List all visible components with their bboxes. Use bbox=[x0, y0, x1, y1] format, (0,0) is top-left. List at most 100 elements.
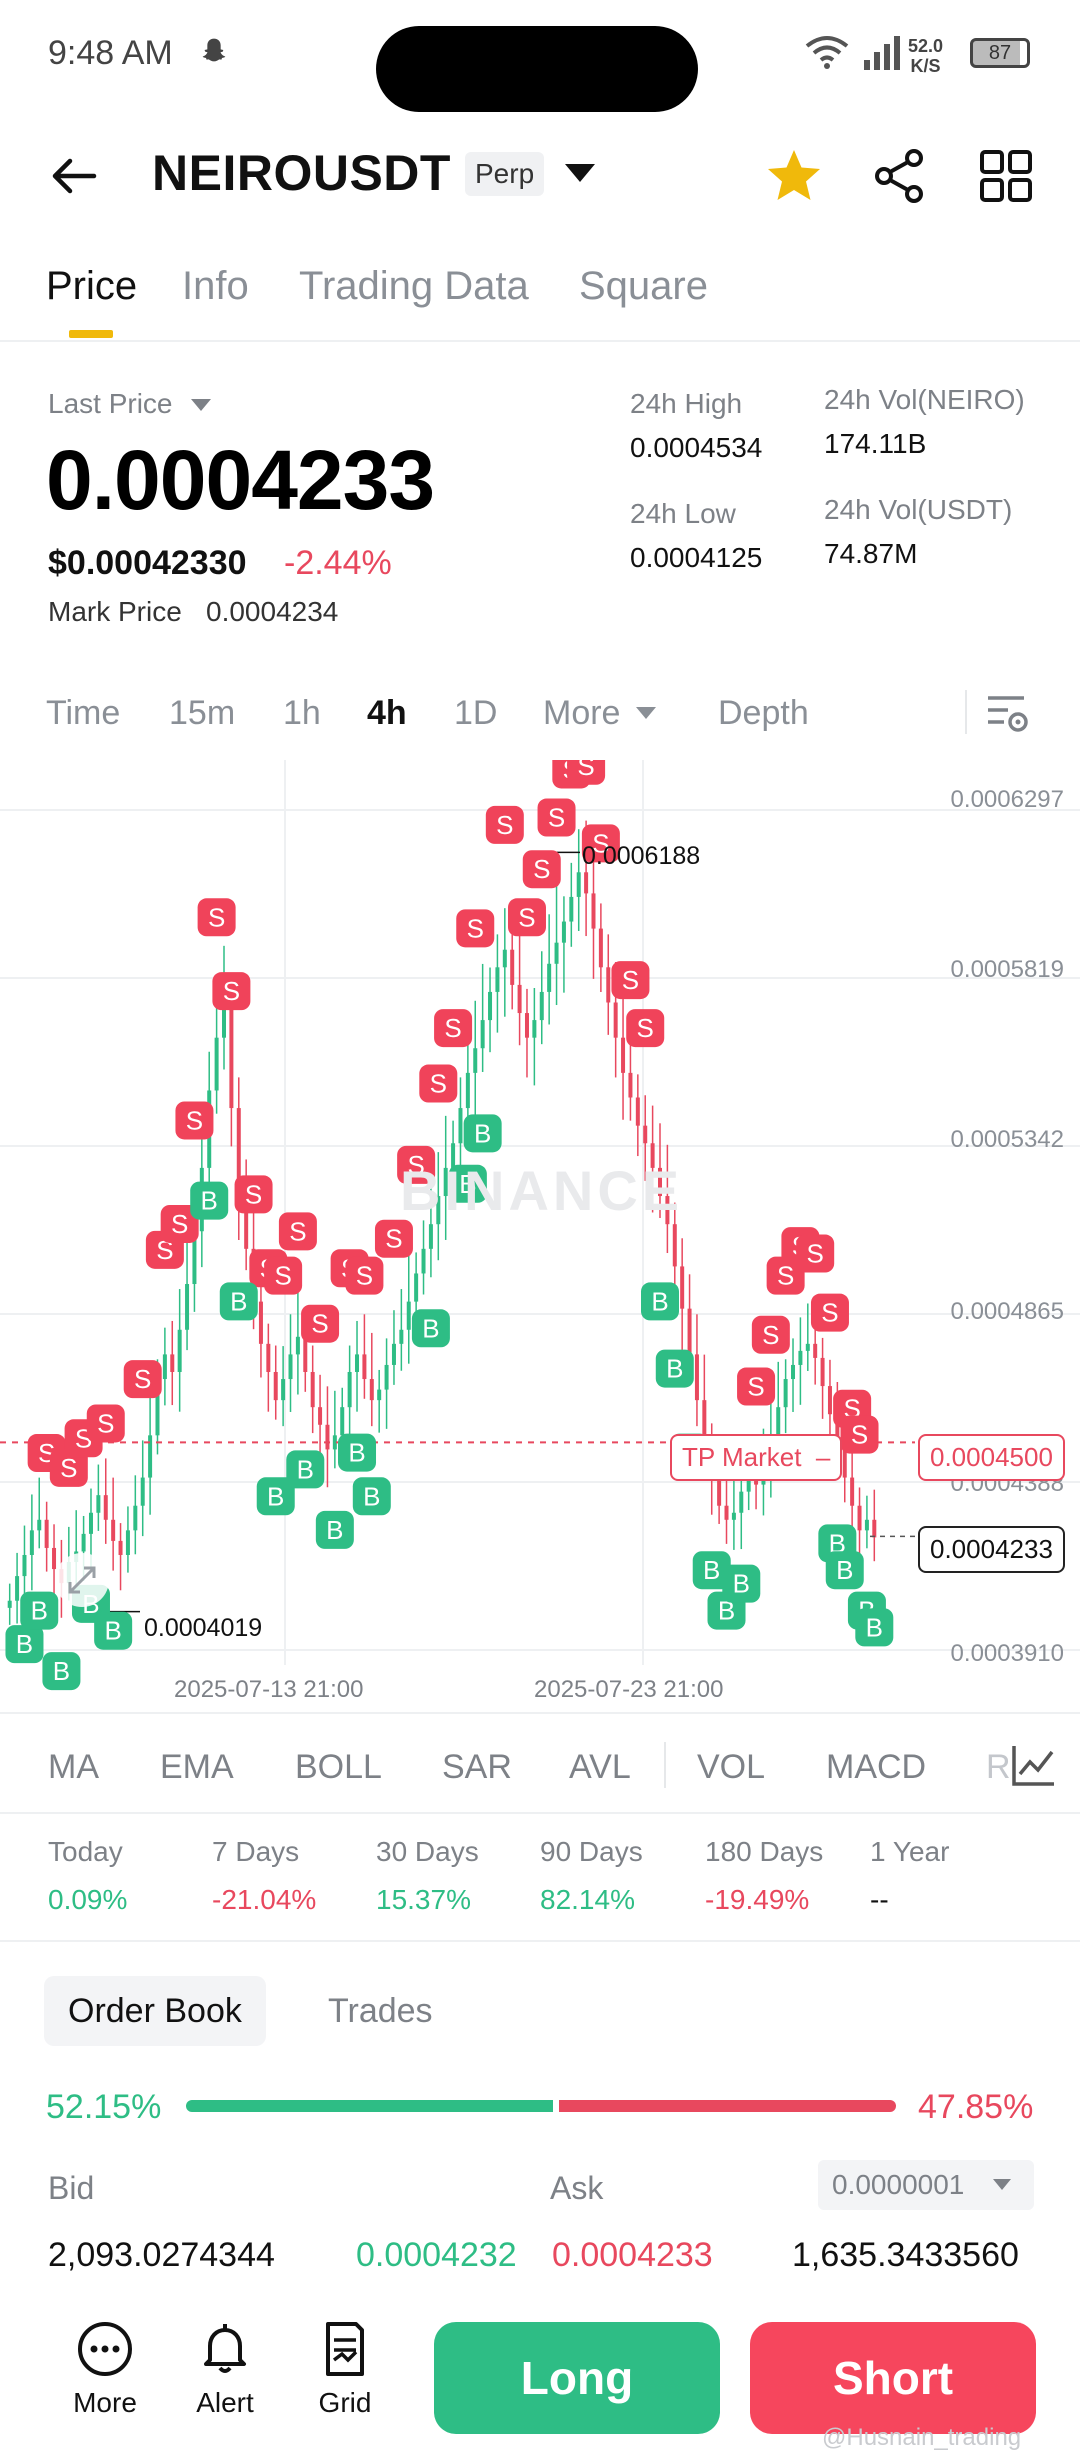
marker-letter: B bbox=[201, 1186, 218, 1216]
indicator-sar[interactable]: SAR bbox=[442, 1748, 512, 1786]
alert-button[interactable]: Alert bbox=[170, 2320, 280, 2419]
indicator-avl[interactable]: AVL bbox=[569, 1748, 631, 1786]
marker-letter: S bbox=[533, 854, 550, 884]
marker-letter: S bbox=[208, 902, 225, 932]
interval-depth[interactable]: Depth bbox=[718, 694, 809, 732]
candle-body bbox=[15, 1576, 20, 1601]
favorite-star-icon[interactable] bbox=[764, 146, 824, 206]
more-button[interactable]: More bbox=[50, 2320, 160, 2419]
candle-body bbox=[480, 1020, 485, 1049]
marker-badge bbox=[234, 1175, 273, 1214]
bid-header: Bid bbox=[48, 2170, 95, 2206]
indicator-ma[interactable]: MA bbox=[48, 1748, 99, 1786]
tab-trading-data[interactable]: Trading Data bbox=[299, 264, 529, 308]
tab-trades[interactable]: Trades bbox=[328, 1992, 433, 2030]
sell-marker: S bbox=[537, 798, 576, 837]
tp-market-tag[interactable]: TP Market – bbox=[670, 1434, 843, 1481]
marker-letter: B bbox=[459, 1169, 476, 1199]
candle-body bbox=[421, 1248, 426, 1274]
indicator-macd[interactable]: MACD bbox=[826, 1748, 927, 1786]
interval-15m[interactable]: 15m bbox=[169, 694, 236, 732]
sell-marker: S bbox=[840, 1415, 879, 1454]
candle-body bbox=[510, 949, 515, 985]
indicator-ema[interactable]: EMA bbox=[160, 1748, 234, 1786]
candle-body bbox=[857, 1505, 862, 1531]
sell-marker: S bbox=[345, 1256, 384, 1295]
candle-body bbox=[621, 1037, 626, 1073]
indicator-boll[interactable]: BOLL bbox=[295, 1748, 382, 1786]
marker-badge bbox=[175, 1101, 214, 1140]
credit-watermark: @Husnain_trading bbox=[822, 2424, 1022, 2451]
indicator-settings-icon[interactable] bbox=[1010, 1742, 1058, 1788]
more-dropdown-icon[interactable] bbox=[635, 706, 657, 720]
last-price-label[interactable]: Last Price bbox=[48, 388, 173, 419]
marker-letter: B bbox=[267, 1481, 284, 1511]
grid-button[interactable]: Grid bbox=[290, 2320, 400, 2419]
candle-body bbox=[236, 1108, 241, 1197]
interval-time[interactable]: Time bbox=[46, 694, 121, 732]
sell-marker: S bbox=[197, 898, 236, 937]
interval-4h[interactable]: 4h bbox=[367, 694, 407, 732]
candle-body bbox=[288, 1354, 293, 1380]
indicator-vol[interactable]: VOL bbox=[697, 1748, 766, 1786]
tab-info[interactable]: Info bbox=[182, 264, 249, 308]
last-price-dropdown-icon[interactable] bbox=[190, 398, 212, 412]
top-header: NEIROUSDT Perp bbox=[0, 120, 1080, 230]
tab-price[interactable]: Price bbox=[46, 264, 138, 308]
y-tick-2: 0.0005819 bbox=[950, 956, 1064, 983]
symbol-title[interactable]: NEIROUSDT bbox=[152, 145, 451, 201]
short-button[interactable]: Short bbox=[750, 2322, 1036, 2434]
sell-marker: S bbox=[175, 1101, 214, 1140]
tab-order-book[interactable]: Order Book bbox=[44, 1976, 266, 2046]
expand-chart-icon[interactable] bbox=[54, 1552, 110, 1608]
chart-canvas[interactable]: SSSSSSSSSSSSSSSSSSSSSSSSSSSSSSSSSSSSSSSB… bbox=[0, 746, 1080, 1720]
indicator-r[interactable]: R bbox=[986, 1748, 1011, 1786]
candle-body bbox=[118, 1540, 123, 1555]
grid-menu-icon[interactable] bbox=[976, 146, 1036, 206]
chart-settings-icon[interactable] bbox=[984, 692, 1032, 736]
candlestick-chart[interactable]: SSSSSSSSSSSSSSSSSSSSSSSSSSSSSSSSSSSSSSSB… bbox=[0, 746, 1080, 1720]
candle-body bbox=[281, 1379, 286, 1401]
divider bbox=[0, 1712, 1080, 1714]
candle-body bbox=[170, 1354, 175, 1372]
candle-body bbox=[835, 1414, 840, 1450]
marker-badge bbox=[507, 898, 546, 937]
marker-badge bbox=[160, 1204, 199, 1243]
candle-body bbox=[37, 1519, 42, 1531]
interval-more[interactable]: More bbox=[543, 694, 621, 732]
buy-marker: B bbox=[463, 1114, 502, 1153]
marker-letter: B bbox=[836, 1555, 853, 1585]
ask-ratio: 47.85% bbox=[918, 2088, 1034, 2126]
candle-body bbox=[318, 1407, 323, 1425]
long-button[interactable]: Long bbox=[434, 2322, 720, 2434]
candle-body bbox=[539, 991, 544, 1021]
bid-ask-ratio-bar bbox=[186, 2100, 896, 2112]
bid-price[interactable]: 0.0004232 bbox=[356, 2236, 517, 2274]
sell-marker: S bbox=[611, 961, 650, 1000]
candle-body bbox=[443, 1167, 448, 1197]
interval-1h[interactable]: 1h bbox=[283, 694, 321, 732]
candle-body bbox=[591, 893, 596, 929]
marker-badge bbox=[641, 1282, 679, 1321]
back-arrow-icon[interactable] bbox=[44, 146, 104, 206]
ask-price[interactable]: 0.0004233 bbox=[552, 2236, 713, 2274]
precision-select[interactable]: 0.0000001 bbox=[818, 2160, 1034, 2210]
candle-body bbox=[739, 1491, 744, 1513]
buy-marker: B bbox=[352, 1477, 391, 1516]
share-icon[interactable] bbox=[870, 146, 930, 206]
candle-body bbox=[325, 1424, 330, 1450]
interval-1d[interactable]: 1D bbox=[454, 694, 498, 732]
status-time: 9:48 AM bbox=[48, 34, 173, 72]
tp-price-tag: 0.0004500 bbox=[918, 1434, 1065, 1481]
candle-body bbox=[694, 1354, 699, 1401]
buy-marker: B bbox=[286, 1450, 325, 1489]
candle-body bbox=[872, 1519, 877, 1538]
low-24h-value: 0.0004125 bbox=[630, 542, 763, 573]
marker-badge bbox=[722, 1564, 761, 1603]
symbol-dropdown-icon[interactable] bbox=[563, 162, 597, 184]
candle-body bbox=[377, 1389, 382, 1401]
tab-square[interactable]: Square bbox=[579, 264, 708, 308]
marker-letter: B bbox=[666, 1354, 683, 1384]
candle-body bbox=[680, 1266, 685, 1309]
marker-letter: S bbox=[637, 1013, 654, 1043]
